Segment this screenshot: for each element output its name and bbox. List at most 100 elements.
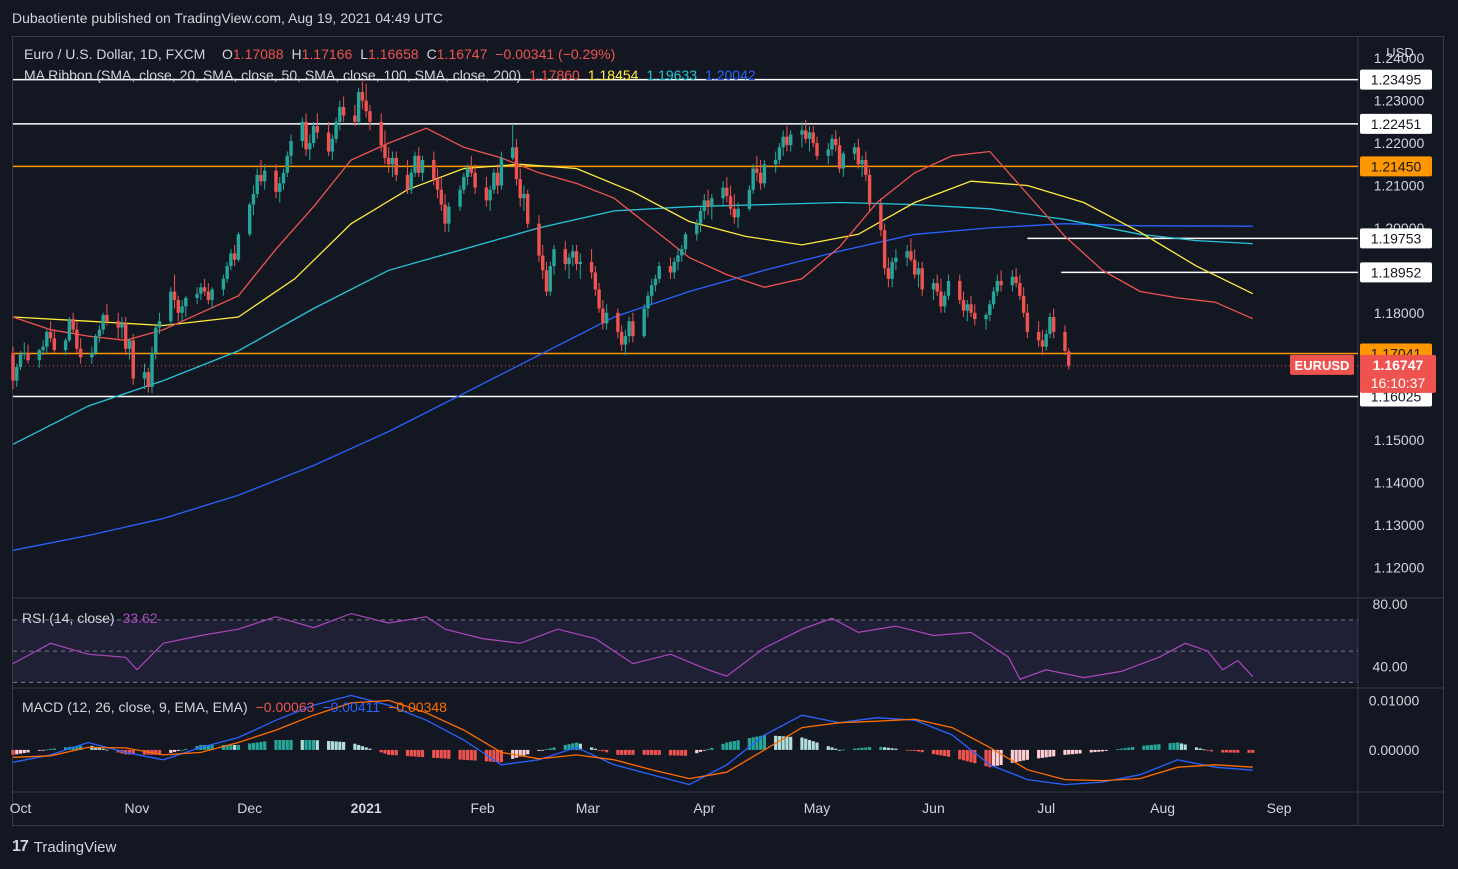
- candle-body[interactable]: [67, 319, 72, 341]
- candle-body[interactable]: [657, 266, 661, 279]
- candle-body[interactable]: [157, 321, 162, 328]
- candle-body[interactable]: [405, 174, 410, 190]
- candle-body[interactable]: [232, 253, 237, 260]
- candle-body[interactable]: [909, 251, 913, 260]
- candle-body[interactable]: [510, 147, 515, 158]
- candle-body[interactable]: [762, 164, 767, 184]
- candle-body[interactable]: [537, 223, 541, 256]
- candle-body[interactable]: [698, 210, 703, 224]
- candle-body[interactable]: [417, 155, 421, 173]
- candle-body[interactable]: [379, 121, 383, 146]
- candle-body[interactable]: [97, 329, 102, 337]
- candle-body[interactable]: [991, 291, 996, 305]
- candle-body[interactable]: [984, 314, 988, 320]
- candle-body[interactable]: [646, 295, 650, 309]
- candle-body[interactable]: [229, 253, 233, 267]
- candle-body[interactable]: [747, 189, 752, 209]
- candle-body[interactable]: [1025, 312, 1030, 332]
- candle-body[interactable]: [567, 257, 571, 264]
- candle-body[interactable]: [488, 189, 492, 201]
- candle-body[interactable]: [710, 198, 714, 207]
- candle-body[interactable]: [353, 115, 357, 122]
- candle-body[interactable]: [1063, 331, 1067, 351]
- candle-body[interactable]: [127, 340, 132, 349]
- candle-body[interactable]: [777, 147, 782, 161]
- candle-body[interactable]: [439, 189, 443, 205]
- candle-body[interactable]: [458, 189, 462, 207]
- candle-body[interactable]: [1021, 295, 1026, 313]
- candle-body[interactable]: [856, 147, 861, 165]
- candle-body[interactable]: [101, 314, 105, 330]
- candle-body[interactable]: [247, 204, 252, 235]
- candle-body[interactable]: [604, 312, 609, 324]
- candle-body[interactable]: [751, 168, 755, 190]
- candle-body[interactable]: [18, 354, 23, 368]
- candle-body[interactable]: [969, 304, 973, 313]
- candle-body[interactable]: [732, 208, 737, 218]
- candle-body[interactable]: [356, 92, 361, 122]
- candle-body[interactable]: [221, 278, 226, 290]
- candle-body[interactable]: [462, 177, 466, 190]
- candle-body[interactable]: [571, 251, 575, 258]
- candle-body[interactable]: [804, 130, 808, 139]
- candle-body[interactable]: [1048, 317, 1052, 334]
- candle-body[interactable]: [71, 319, 75, 330]
- candle-body[interactable]: [52, 338, 57, 351]
- candle-body[interactable]: [758, 172, 763, 184]
- candle-body[interactable]: [736, 208, 740, 218]
- candle-body[interactable]: [702, 200, 706, 211]
- candle-body[interactable]: [394, 157, 398, 175]
- candle-body[interactable]: [326, 132, 331, 152]
- candle-body[interactable]: [15, 367, 19, 381]
- candle-body[interactable]: [867, 174, 872, 205]
- candle-body[interactable]: [601, 308, 605, 324]
- candle-body[interactable]: [259, 174, 263, 182]
- candle-body[interactable]: [879, 204, 883, 231]
- candle-body[interactable]: [623, 336, 628, 345]
- candle-body[interactable]: [263, 170, 267, 182]
- candle-body[interactable]: [1067, 351, 1071, 366]
- candle-body[interactable]: [274, 170, 278, 192]
- candle-body[interactable]: [905, 251, 909, 258]
- candle-body[interactable]: [811, 132, 815, 144]
- candle-body[interactable]: [202, 287, 207, 292]
- candle-body[interactable]: [931, 283, 936, 290]
- candle-body[interactable]: [37, 350, 41, 361]
- candle-body[interactable]: [409, 172, 413, 190]
- candle-body[interactable]: [860, 160, 864, 165]
- candle-body[interactable]: [890, 261, 894, 279]
- candle-body[interactable]: [939, 291, 943, 307]
- candle-body[interactable]: [341, 107, 346, 116]
- candle-body[interactable]: [680, 249, 684, 256]
- candle-body[interactable]: [721, 187, 725, 199]
- candle-body[interactable]: [541, 255, 545, 271]
- candle-body[interactable]: [683, 234, 688, 250]
- candle-body[interactable]: [574, 251, 579, 264]
- candle-body[interactable]: [1014, 276, 1018, 284]
- candle-body[interactable]: [563, 249, 567, 264]
- candle-body[interactable]: [920, 268, 924, 290]
- candle-body[interactable]: [706, 200, 710, 207]
- candle-body[interactable]: [958, 280, 962, 301]
- candle-body[interactable]: [526, 193, 530, 224]
- candle-body[interactable]: [841, 153, 845, 169]
- candle-body[interactable]: [544, 270, 549, 292]
- candle-body[interactable]: [93, 336, 98, 354]
- candle-body[interactable]: [834, 138, 838, 146]
- candle-body[interactable]: [826, 149, 830, 156]
- candle-body[interactable]: [251, 193, 256, 205]
- candle-body[interactable]: [755, 168, 759, 173]
- candle-body[interactable]: [484, 187, 489, 201]
- candle-body[interactable]: [800, 130, 804, 135]
- candle-body[interactable]: [788, 134, 793, 146]
- candle-body[interactable]: [48, 331, 53, 339]
- candle-body[interactable]: [330, 138, 335, 152]
- candle-body[interactable]: [882, 230, 887, 269]
- candle-body[interactable]: [413, 155, 417, 173]
- candle-body[interactable]: [206, 291, 211, 301]
- candle-body[interactable]: [195, 293, 199, 298]
- candle-body[interactable]: [593, 272, 598, 290]
- candle-body[interactable]: [432, 160, 436, 180]
- candle-body[interactable]: [255, 174, 259, 194]
- candle-body[interactable]: [210, 289, 214, 301]
